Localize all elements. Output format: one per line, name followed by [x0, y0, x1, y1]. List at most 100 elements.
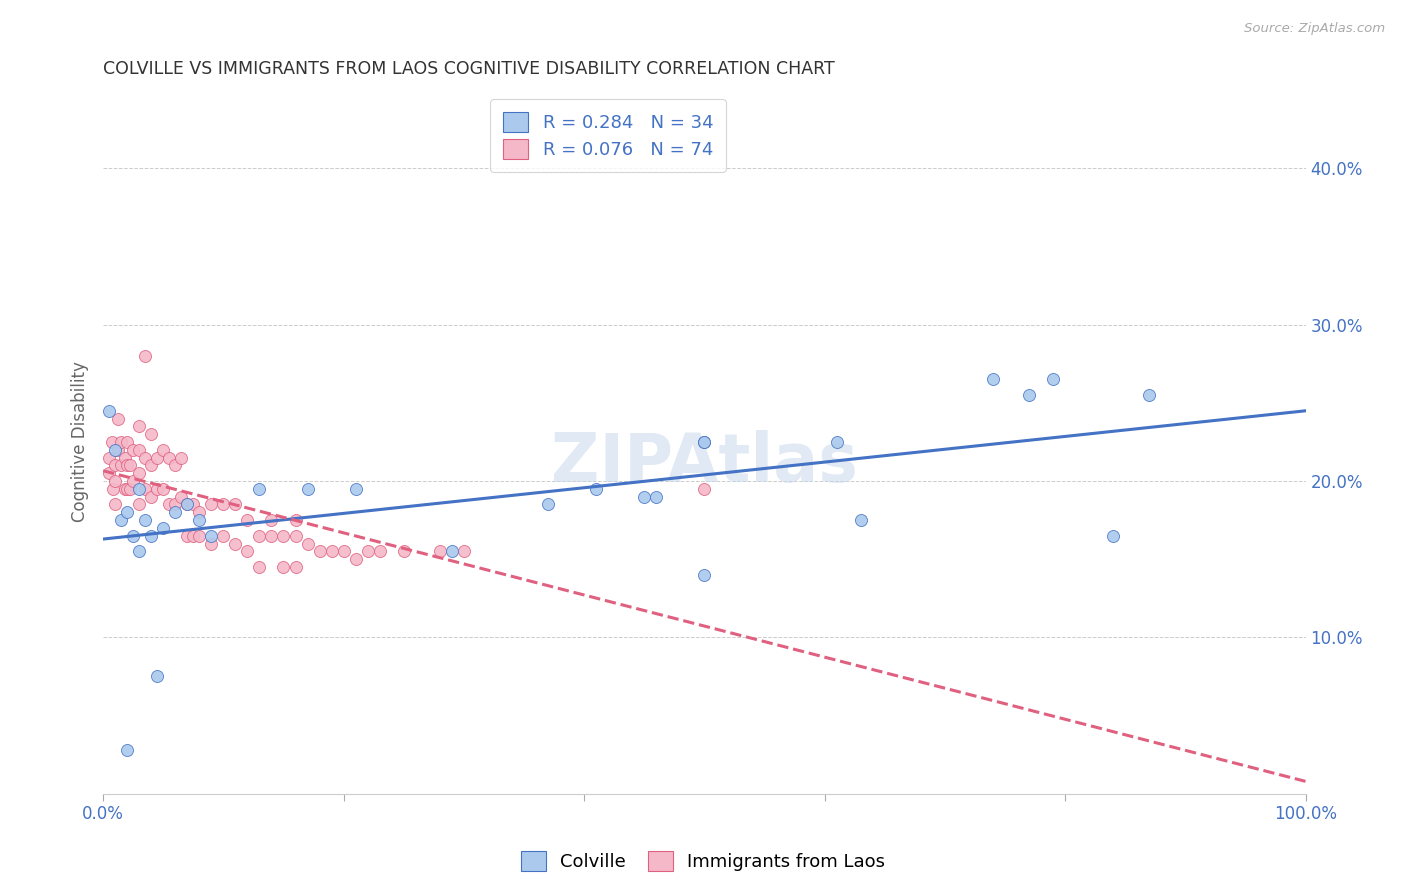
Point	[645, 490, 668, 504]
Point	[633, 490, 655, 504]
Point	[176, 498, 198, 512]
Point	[1102, 529, 1125, 543]
Point	[128, 419, 150, 434]
Point	[170, 490, 193, 504]
Point	[429, 544, 451, 558]
Point	[693, 434, 716, 449]
Point	[98, 403, 121, 417]
Point	[236, 544, 259, 558]
Point	[981, 372, 1004, 386]
Point	[273, 529, 295, 543]
Point	[110, 434, 132, 449]
Point	[849, 513, 872, 527]
Point	[115, 458, 138, 473]
Point	[128, 467, 150, 481]
Point	[200, 536, 222, 550]
Point	[152, 482, 174, 496]
Point	[152, 442, 174, 457]
Legend: Colville, Immigrants from Laos: Colville, Immigrants from Laos	[513, 844, 893, 879]
Point	[165, 505, 187, 519]
Text: COLVILLE VS IMMIGRANTS FROM LAOS COGNITIVE DISABILITY CORRELATION CHART: COLVILLE VS IMMIGRANTS FROM LAOS COGNITI…	[103, 60, 835, 78]
Point	[110, 458, 132, 473]
Point	[141, 529, 163, 543]
Legend: R = 0.284   N = 34, R = 0.076   N = 74: R = 0.284 N = 34, R = 0.076 N = 74	[491, 99, 725, 171]
Point	[368, 544, 391, 558]
Point	[146, 450, 169, 465]
Point	[212, 498, 235, 512]
Point	[118, 458, 141, 473]
Point	[249, 560, 271, 574]
Point	[115, 482, 138, 496]
Point	[356, 544, 378, 558]
Point	[693, 434, 716, 449]
Point	[344, 552, 367, 566]
Point	[152, 521, 174, 535]
Point	[104, 442, 127, 457]
Point	[212, 529, 235, 543]
Point	[825, 434, 848, 449]
Point	[134, 349, 156, 363]
Point	[141, 490, 163, 504]
Point	[104, 498, 127, 512]
Point	[188, 529, 211, 543]
Point	[115, 505, 138, 519]
Point	[157, 498, 180, 512]
Point	[165, 498, 187, 512]
Point	[249, 529, 271, 543]
Point	[200, 498, 222, 512]
Point	[98, 450, 121, 465]
Point	[122, 474, 145, 488]
Point	[170, 450, 193, 465]
Point	[332, 544, 354, 558]
Point	[1042, 372, 1064, 386]
Point	[200, 529, 222, 543]
Point	[98, 467, 121, 481]
Point	[284, 513, 307, 527]
Point	[585, 482, 607, 496]
Point	[453, 544, 475, 558]
Point	[104, 458, 127, 473]
Point	[260, 513, 283, 527]
Point	[134, 513, 156, 527]
Point	[188, 513, 211, 527]
Point	[344, 482, 367, 496]
Point	[128, 482, 150, 496]
Text: ZIPAtlas: ZIPAtlas	[551, 430, 858, 496]
Point	[176, 498, 198, 512]
Point	[273, 560, 295, 574]
Point	[693, 567, 716, 582]
Point	[236, 513, 259, 527]
Point	[188, 505, 211, 519]
Point	[115, 743, 138, 757]
Point	[284, 560, 307, 574]
Point	[114, 482, 136, 496]
Point	[114, 450, 136, 465]
Point	[134, 482, 156, 496]
Point	[134, 450, 156, 465]
Point	[224, 498, 246, 512]
Point	[176, 529, 198, 543]
Point	[440, 544, 463, 558]
Point	[146, 482, 169, 496]
Point	[128, 498, 150, 512]
Point	[392, 544, 415, 558]
Point	[260, 529, 283, 543]
Y-axis label: Cognitive Disability: Cognitive Disability	[72, 361, 89, 523]
Point	[297, 536, 319, 550]
Point	[146, 669, 169, 683]
Point	[100, 434, 122, 449]
Point	[128, 442, 150, 457]
Point	[107, 411, 129, 425]
Point	[122, 442, 145, 457]
Point	[1018, 388, 1040, 402]
Point	[181, 498, 204, 512]
Point	[297, 482, 319, 496]
Point	[224, 536, 246, 550]
Point	[308, 544, 330, 558]
Point	[104, 474, 127, 488]
Point	[128, 544, 150, 558]
Point	[157, 450, 180, 465]
Point	[141, 427, 163, 442]
Point	[107, 442, 129, 457]
Point	[118, 482, 141, 496]
